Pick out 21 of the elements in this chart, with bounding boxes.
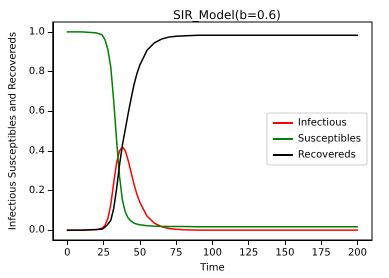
x-tick-label: 75: [170, 248, 182, 258]
x-tick-label: 50: [133, 248, 146, 258]
y-tick-label: 1.0: [28, 26, 45, 38]
legend-label: Recovereds: [298, 150, 356, 160]
y-axis-title: Infectious Susceptibles and Recovereds: [8, 32, 18, 230]
y-tick-label: 0.4: [28, 145, 45, 156]
x-tick-label: 25: [97, 248, 110, 258]
y-tick-label: 0.0: [28, 224, 45, 236]
x-tick-label: 175: [312, 248, 331, 258]
legend-label: Susceptibles: [298, 134, 362, 144]
x-tick-label: 125: [239, 248, 258, 258]
x-axis-title: Time: [199, 262, 225, 274]
y-tick-label: 0.6: [28, 106, 45, 117]
chart-title: SIR_Model(b=0.6): [173, 8, 281, 22]
x-tick-label: 0: [64, 248, 70, 258]
x-tick-label: 200: [348, 248, 368, 258]
y-tick-label: 0.2: [28, 184, 45, 196]
x-tick-label: 100: [202, 248, 222, 258]
y-tick-label: 0.8: [28, 66, 45, 78]
x-tick-label: 150: [275, 248, 294, 258]
legend-label: Infectious: [298, 118, 347, 128]
